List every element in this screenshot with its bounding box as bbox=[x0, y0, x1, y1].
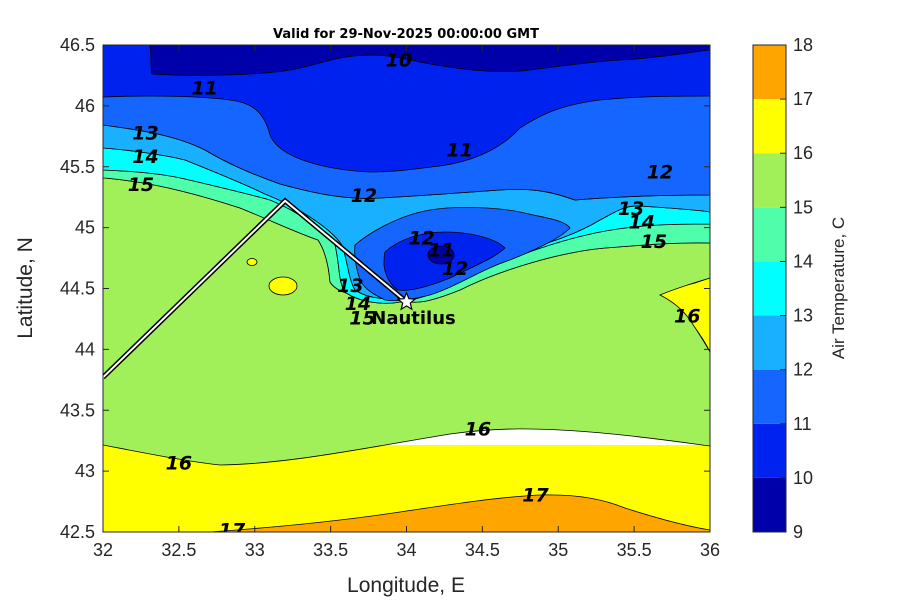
contour-label: 14 bbox=[132, 146, 158, 168]
contour-label: 16 bbox=[674, 305, 700, 327]
contour-label: 14 bbox=[628, 212, 654, 234]
contour-label: 17 bbox=[219, 520, 246, 542]
contour-label: 12 bbox=[442, 258, 468, 280]
y-tick-label: 45 bbox=[75, 218, 95, 238]
contour-island-16-small bbox=[268, 276, 298, 296]
contour-label: 13 bbox=[337, 275, 363, 297]
contour-label: 15 bbox=[349, 308, 375, 330]
colorbar-tick-label: 17 bbox=[793, 89, 813, 109]
contour-label: 12 bbox=[408, 227, 434, 249]
contour-label: 11 bbox=[191, 78, 217, 100]
colorbar-segment bbox=[753, 153, 786, 208]
colorbar-frame bbox=[752, 44, 787, 533]
contour-label: 15 bbox=[641, 231, 667, 253]
colorbar-tick-label: 12 bbox=[793, 360, 813, 380]
x-tick-label: 33.5 bbox=[313, 540, 348, 560]
y-tick-label: 43 bbox=[75, 461, 95, 481]
x-tick-label: 32.5 bbox=[161, 540, 196, 560]
contour-label: 15 bbox=[128, 174, 154, 196]
colorbar-segment bbox=[753, 99, 786, 154]
contour-label: 16 bbox=[166, 453, 192, 475]
ship-track bbox=[103, 199, 408, 379]
contour-label: 12 bbox=[647, 162, 673, 184]
contour-island-16-tiny bbox=[246, 258, 258, 266]
x-axis-title: Longitude, E bbox=[347, 574, 465, 597]
contour-label: 11 bbox=[428, 240, 454, 262]
x-tick-label: 36 bbox=[700, 540, 720, 560]
colorbar-tick-label: 18 bbox=[793, 35, 813, 55]
contour-label: 17 bbox=[522, 484, 549, 506]
y-tick-label: 42.5 bbox=[60, 522, 95, 542]
colorbar-segment bbox=[753, 261, 786, 316]
y-tick-label: 46.5 bbox=[60, 35, 95, 55]
chart-title: Valid for 29-Nov-2025 00:00:00 GMT bbox=[273, 27, 539, 42]
contour-label: 13 bbox=[132, 123, 158, 145]
colorbar: 9 10 11 12 13 14 15 16 17 18 bbox=[752, 35, 813, 542]
x-tick-label: 32 bbox=[93, 540, 113, 560]
contour-label: 16 bbox=[465, 419, 491, 441]
colorbar-tick-label: 16 bbox=[793, 143, 813, 163]
contour-label: 14 bbox=[345, 293, 371, 315]
track-layer bbox=[103, 197, 417, 380]
colorbar-tick-label: 15 bbox=[793, 197, 813, 217]
contour-label: 10 bbox=[386, 50, 412, 72]
x-tick-label: 34 bbox=[396, 540, 416, 560]
y-tick-label: 45.5 bbox=[60, 157, 95, 177]
colorbar-segment bbox=[753, 423, 786, 478]
colorbar-segment bbox=[753, 315, 786, 370]
colorbar-segment bbox=[753, 45, 786, 100]
y-axis-title: Latitude, N bbox=[14, 237, 37, 339]
colorbar-tick-label: 10 bbox=[793, 468, 813, 488]
colorbar-segment bbox=[753, 207, 786, 262]
contour-label: 13 bbox=[618, 198, 644, 220]
x-tick-label: 35 bbox=[548, 540, 568, 560]
colorbar-tick-label: 9 bbox=[793, 522, 803, 542]
y-tick-label: 44.5 bbox=[60, 279, 95, 299]
y-tick-label: 46 bbox=[75, 96, 95, 116]
contour-band-10-11 bbox=[103, 45, 710, 173]
x-tick-label: 34.5 bbox=[465, 540, 500, 560]
colorbar-segment bbox=[753, 477, 786, 532]
station-star-marker bbox=[396, 291, 417, 311]
contour-band-9-10-small bbox=[427, 245, 455, 265]
y-tick-label: 44 bbox=[75, 339, 95, 359]
contour-label: 11 bbox=[446, 140, 472, 162]
colorbar-tick-label: 11 bbox=[793, 414, 812, 434]
colorbar-tick-label: 14 bbox=[793, 251, 813, 271]
y-axis: 42.5 43 43.5 44 44.5 45 45.5 46 46.5 bbox=[60, 35, 710, 542]
x-tick-label: 35.5 bbox=[617, 540, 652, 560]
y-tick-label: 43.5 bbox=[60, 400, 95, 420]
station-label: Nautilus bbox=[371, 308, 456, 329]
colorbar-title: Air Temperature, C bbox=[829, 217, 848, 359]
x-axis: 32 32.5 33 33.5 34 34.5 35 35.5 36 bbox=[93, 45, 720, 560]
contour-band-17-18 bbox=[209, 494, 710, 532]
colorbar-segment bbox=[753, 369, 786, 424]
contour-label: 12 bbox=[351, 185, 377, 207]
colorbar-tick-label: 13 bbox=[793, 306, 813, 326]
x-tick-label: 33 bbox=[245, 540, 265, 560]
contour-band-9-10 bbox=[149, 45, 710, 76]
